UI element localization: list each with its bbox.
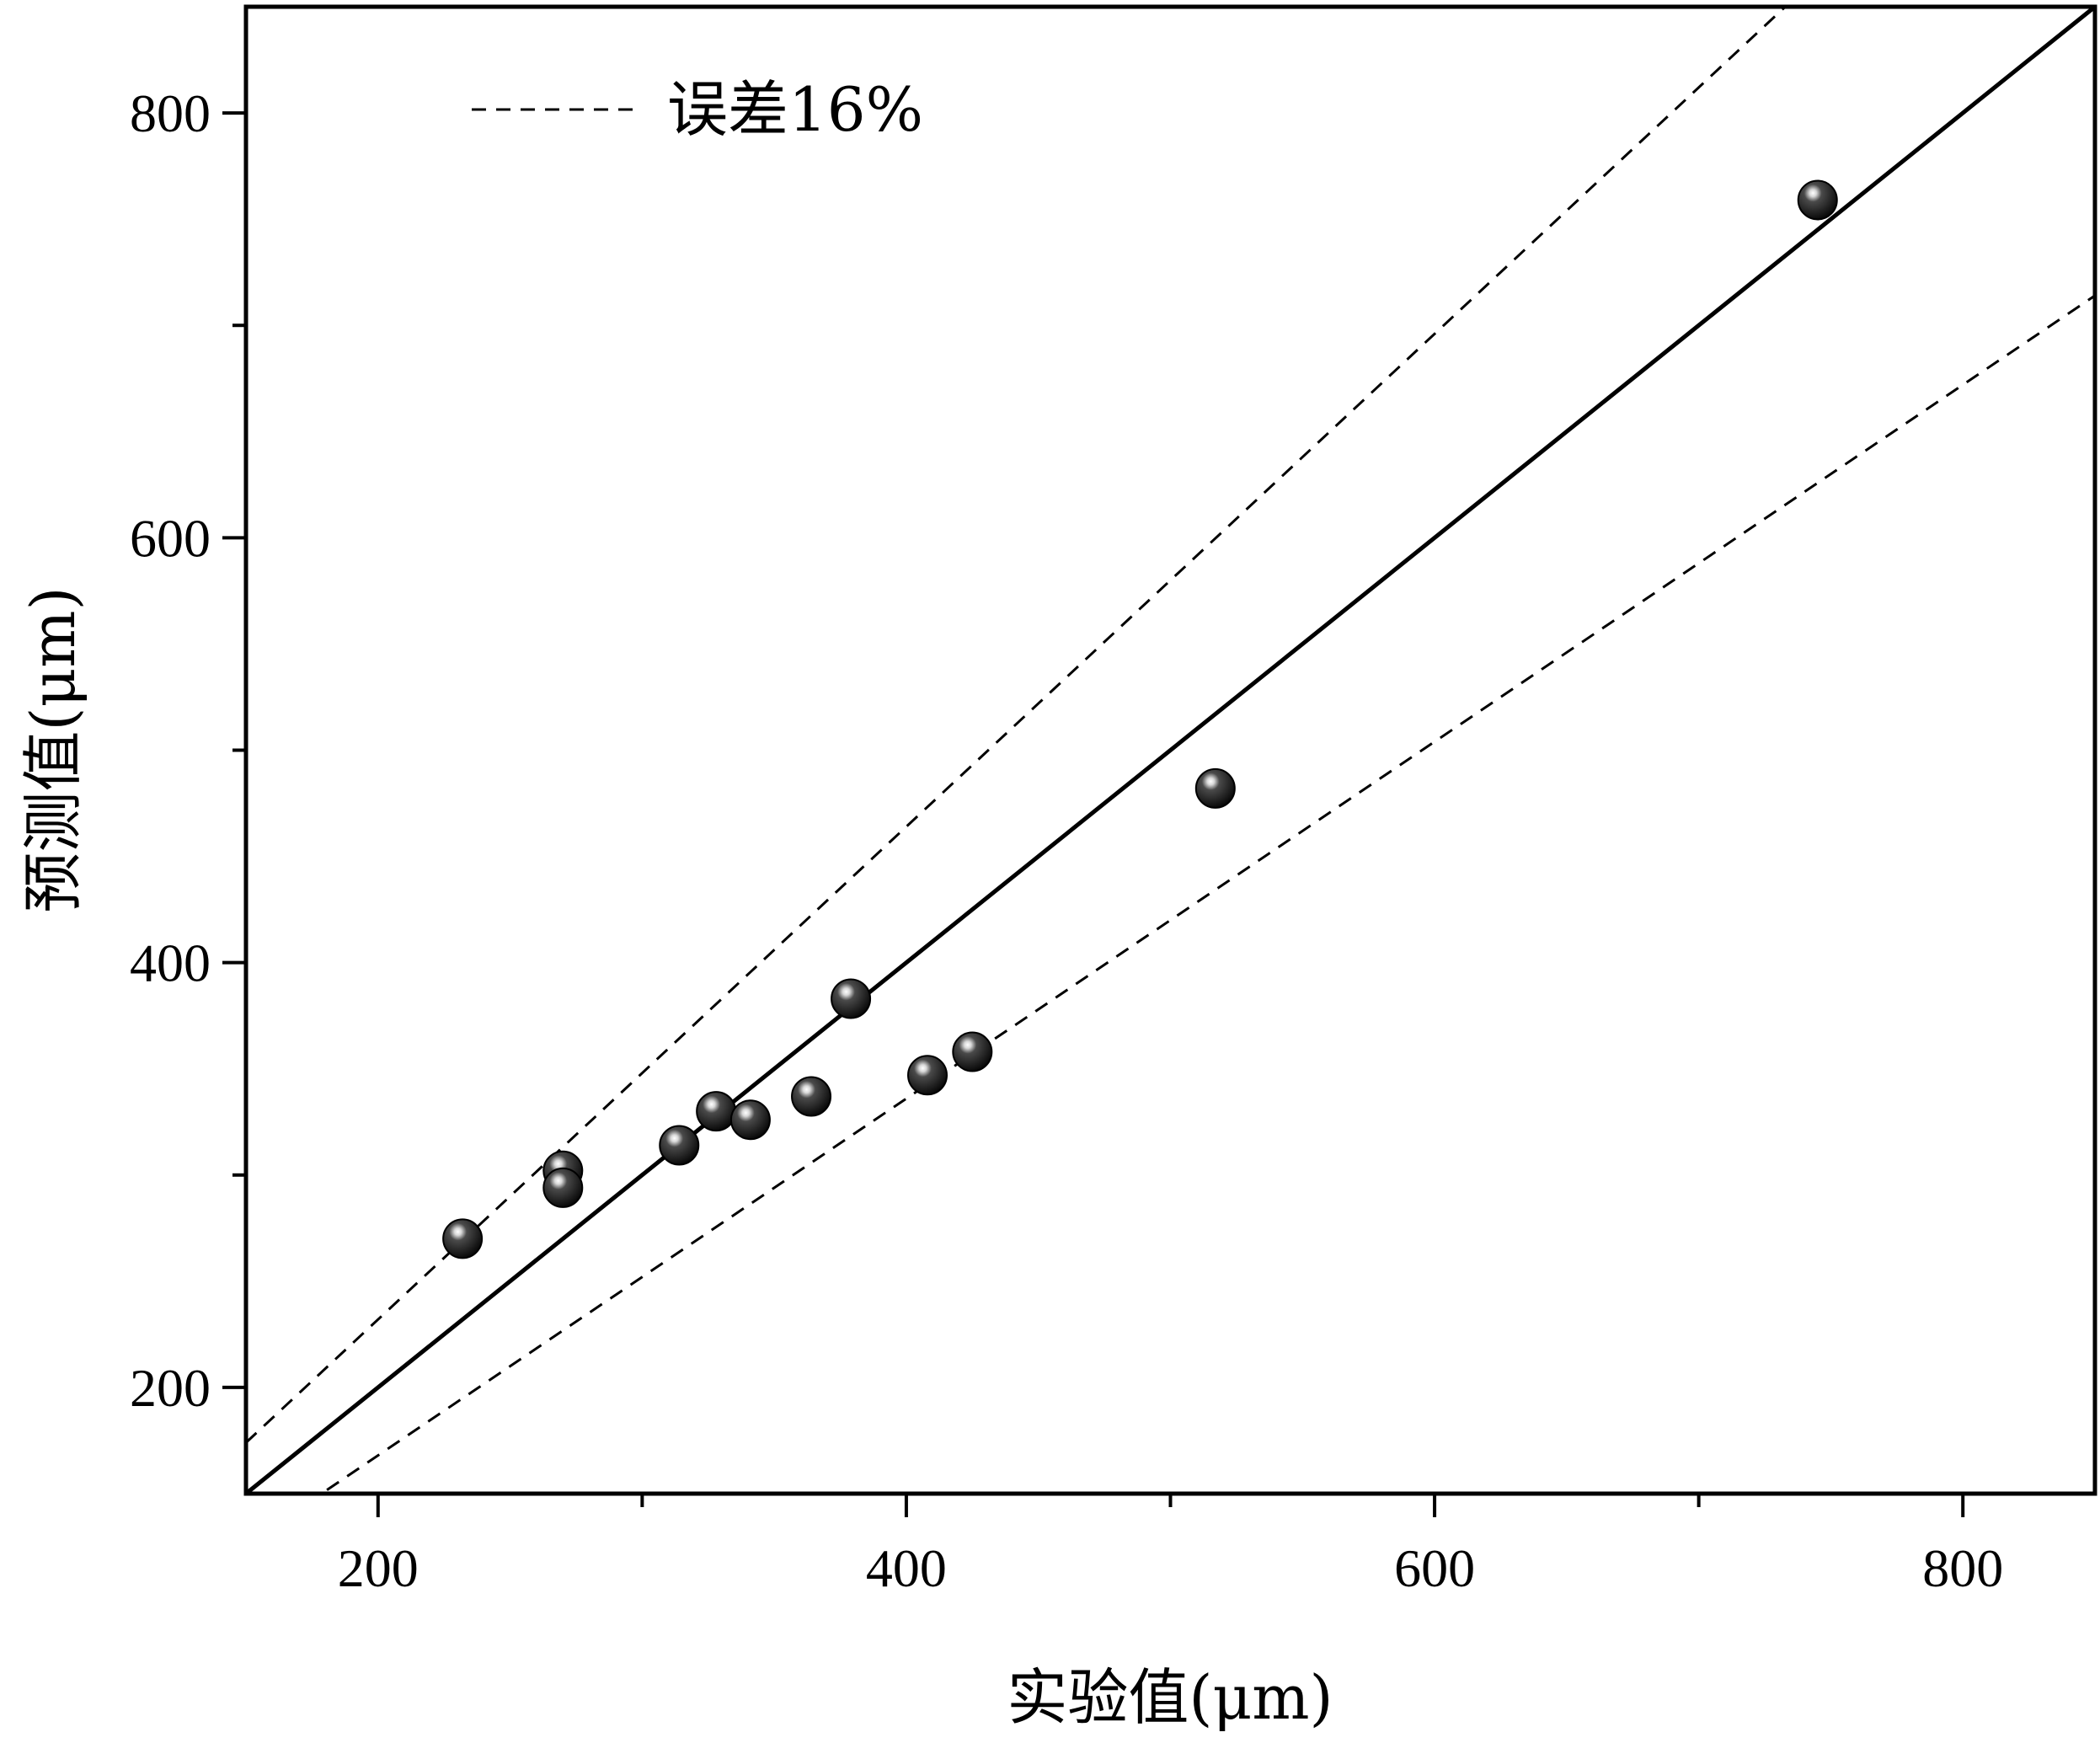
x-tick-label-600: 600 — [1394, 1538, 1475, 1598]
data-point-4 — [659, 1125, 700, 1166]
data-point-3 — [542, 1167, 584, 1208]
data-point-6 — [729, 1099, 771, 1141]
y-tick-label-400: 400 — [130, 933, 211, 993]
y-tick-label-800: 800 — [130, 83, 211, 143]
legend-label: 误差16% — [667, 74, 923, 145]
data-point-8 — [831, 978, 872, 1019]
data-point-11 — [1194, 767, 1236, 809]
y-tick-label-200: 200 — [130, 1358, 211, 1418]
data-point-12 — [1797, 179, 1838, 221]
x-tick-label-200: 200 — [338, 1538, 419, 1598]
x-tick-label-800: 800 — [1922, 1538, 2003, 1598]
x-tick-label-400: 400 — [866, 1538, 947, 1598]
x-axis-label: 实验值(μm) — [1007, 1662, 1333, 1733]
data-point-7 — [791, 1076, 832, 1117]
y-tick-label-600: 600 — [130, 508, 211, 568]
y-axis-label: 预测值(μm) — [18, 586, 88, 912]
data-point-5 — [696, 1091, 737, 1132]
reference-line-identity — [246, 7, 2095, 1494]
data-point-1 — [442, 1218, 484, 1259]
reference-line-lower-bound — [318, 294, 2095, 1494]
data-point-10 — [952, 1031, 993, 1072]
data-point-9 — [907, 1055, 948, 1096]
